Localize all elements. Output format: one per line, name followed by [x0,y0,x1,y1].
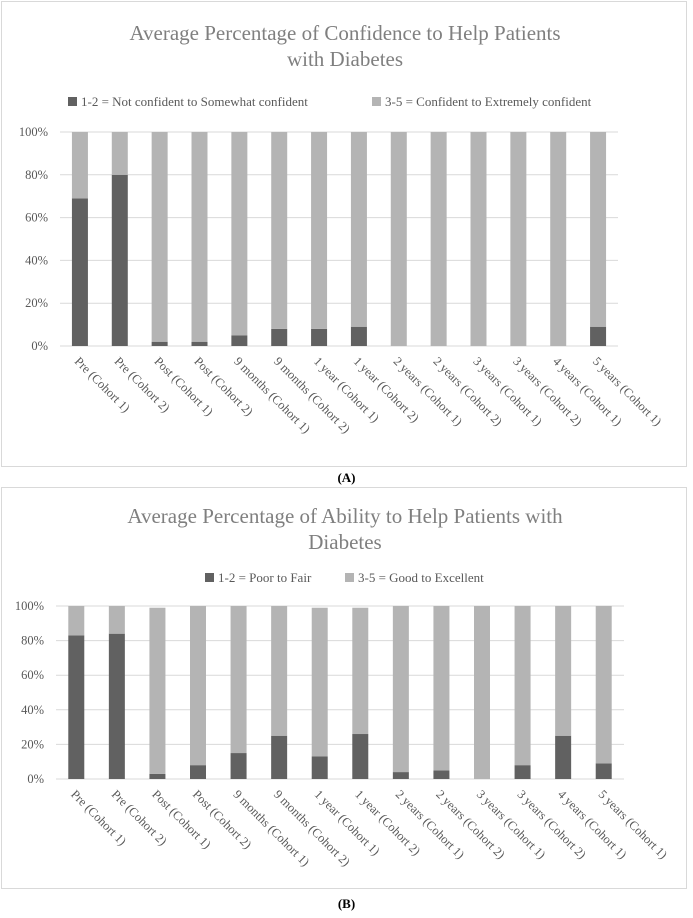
y-tick-label: 0% [31,339,48,353]
bar-segment-high [271,606,288,736]
chart-panel-a: Average Percentage of Confidence to Help… [1,1,687,467]
legend-swatch [68,97,77,106]
bar-segment-high [71,132,88,199]
y-tick-label: 60% [21,668,44,682]
x-tick-label: 2 years (Cohort 1) [391,354,465,428]
bar-segment-high [191,132,208,342]
bar-segment-high [392,606,409,773]
bar-segment-low [392,772,409,779]
bar-segment-high [350,132,367,327]
bar-segment-high [352,607,369,735]
legend-label: 1-2 = Poor to Fair [218,570,312,585]
x-tick-label: 5 years (Cohort 1) [596,787,670,861]
bar-segment-high [230,606,247,754]
bar-segment-low [71,198,88,346]
y-tick-label: 20% [21,737,44,751]
bar-segment-low [311,328,328,346]
bar-segment-high [474,606,490,779]
bar-segment-low [230,753,247,779]
x-tick-label: 3 years (Cohort 2) [510,354,584,428]
x-tick-label: 2 years (Cohort 2) [431,354,505,428]
chart-title: Average Percentage of Ability to Help Pa… [127,504,563,528]
bar-segment-low [590,326,607,346]
bar-segment-high [390,132,407,346]
bar-segment-high [311,132,328,329]
bar-segment-high [231,132,248,336]
bar-segment-low [595,763,612,779]
bar-segment-low [352,734,369,779]
y-tick-label: 20% [25,296,48,310]
bar-segment-high [510,132,527,346]
chart-b-svg: Average Percentage of Ability to Help Pa… [15,504,670,869]
bar-segment-high [68,606,85,636]
x-tick-label: 2 years (Cohort 2) [433,787,507,861]
y-tick-label: 100% [19,125,48,139]
bar-segment-low [271,735,288,779]
legend-label: 3-5 = Good to Excellent [358,570,484,585]
caption-b: (B) [0,896,693,912]
y-tick-label: 80% [25,168,48,182]
bar-segment-low [555,735,572,779]
bar-segment-low [350,326,367,346]
x-tick-label: 3 years (Cohort 1) [474,787,548,861]
bar-segment-high [311,607,328,757]
legend-swatch [372,97,381,106]
bar-segment-low [191,341,208,346]
legend-label: 1-2 = Not confident to Somewhat confiden… [81,94,308,109]
bar-segment-high [550,132,567,346]
bar-segment-low [433,770,450,779]
chart-title: Diabetes [308,530,381,554]
caption-b-label: (B) [337,896,356,911]
bar-segment-high [108,606,125,634]
bar-segment-high [190,606,206,766]
bar-segment-high [590,132,607,327]
x-tick-label: 5 years (Cohort 1) [590,354,664,428]
bar-segment-high [151,132,168,342]
x-tick-label: 3 years (Cohort 2) [514,787,588,861]
y-tick-label: 40% [25,253,48,267]
bar-segment-low [190,765,206,779]
caption-a: (A) [0,470,693,486]
y-tick-label: 40% [21,703,44,717]
y-tick-label: 60% [25,211,48,225]
bar-segment-high [430,132,447,346]
bar-segment-high [149,607,166,774]
bar-segment-low [514,765,531,779]
chart-title: Average Percentage of Confidence to Help… [129,21,560,45]
bar-segment-high [470,132,487,346]
chart-a-svg: Average Percentage of Confidence to Help… [19,21,665,436]
bar-segment-high [433,606,450,771]
x-tick-label: 2 years (Cohort 1) [393,787,467,861]
bar-segment-low [231,335,248,346]
x-tick-label: 3 years (Cohort 1) [470,354,544,428]
bar-segment-low [111,174,128,346]
x-tick-label: 9 months (Cohort 2) [271,787,353,869]
bar-segment-high [111,132,128,175]
bar-segment-high [271,132,288,329]
legend-swatch [345,573,354,582]
caption-a-label: (A) [337,470,356,485]
y-tick-label: 100% [15,599,44,613]
bar-segment-low [151,341,168,346]
chart-panel-b: Average Percentage of Ability to Help Pa… [1,487,687,889]
bar-segment-low [271,328,288,346]
y-tick-label: 80% [21,634,44,648]
x-tick-label: 9 months (Cohort 1) [230,787,312,869]
bar-segment-low [311,756,328,779]
y-tick-label: 0% [27,772,44,786]
chart-title: with Diabetes [287,47,403,71]
bar-segment-high [514,606,531,766]
x-tick-label: 4 years (Cohort 1) [555,787,629,861]
legend-swatch [205,573,214,582]
legend-label: 3-5 = Confident to Extremely confident [385,94,592,109]
bar-segment-high [555,606,572,736]
bar-segment-low [149,773,166,779]
bar-segment-low [68,635,85,779]
bar-segment-low [108,633,125,779]
bar-segment-high [595,606,612,764]
x-tick-label: 4 years (Cohort 1) [550,354,624,428]
